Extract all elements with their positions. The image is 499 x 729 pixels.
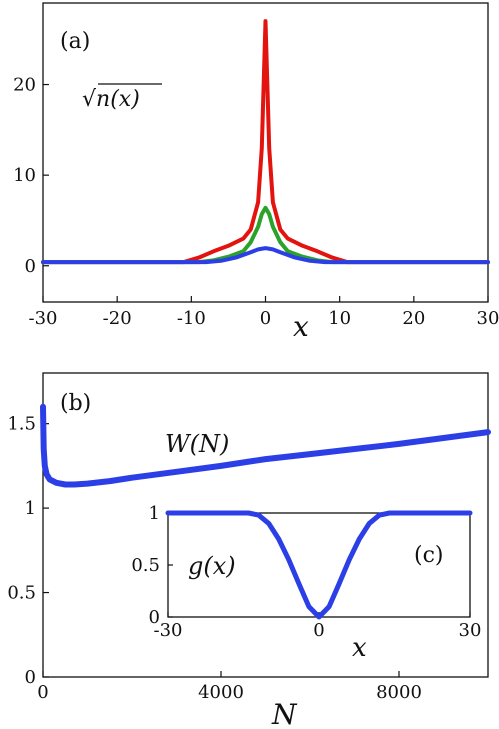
y-tick-label: 1.5 [7, 414, 36, 435]
series-line-1 [165, 510, 473, 620]
y-tick-label: 1 [149, 503, 160, 524]
panel-c-x-ticks: -30 0 30 [154, 612, 482, 641]
panel-a-annotation: √n(x) [82, 87, 140, 112]
x-tick-label: -20 [103, 308, 132, 329]
panel-b-annotation: W(N) [165, 430, 229, 458]
x-tick-label: 20 [402, 308, 425, 329]
panel-a-x-ticks: -30 -20 -10 0 10 20 30 [29, 296, 499, 329]
panel-a-y-ticks: 0 10 20 [13, 75, 49, 277]
panel-c-y-ticks: 00.51 [131, 503, 173, 628]
panel-b-y-ticks: 0 0.5 1 1.5 [7, 414, 49, 688]
x-tick-label: 0 [313, 620, 324, 641]
x-tick-label: 30 [477, 308, 499, 329]
panel-b-frame [42, 372, 489, 678]
panel-c-inset: -30 0 30 00.51 (c) g(x) x [131, 503, 481, 663]
panel-a-annotation-body: n(x) [96, 87, 140, 112]
y-tick-label: 0.5 [131, 555, 160, 576]
x-tick-label: 4000 [198, 682, 244, 703]
panel-b: 0 4000 8000 00.511.5 (b) W(N) N [7, 372, 491, 729]
x-tick-label: 8000 [376, 682, 422, 703]
x-tick-label: 10 [328, 308, 351, 329]
panel-b-x-axis-label: N [271, 698, 298, 729]
y-tick-label: 1 [25, 498, 36, 519]
panel-c-annotation: g(x) [188, 552, 236, 580]
panel-a-x-axis-label: x [293, 310, 309, 343]
x-tick-label: -30 [29, 308, 58, 329]
x-tick-label: 30 [459, 620, 482, 641]
panel-b-label: (b) [60, 391, 91, 416]
panel-c-label: (c) [414, 543, 444, 568]
x-tick-label: -30 [154, 620, 183, 641]
panel-a-series [41, 19, 490, 265]
panel-c-series [165, 510, 473, 620]
x-tick-label: 0 [260, 308, 271, 329]
panel-b-series [40, 403, 491, 488]
y-tick-label: 0 [149, 607, 160, 628]
panel-c-frame [167, 512, 471, 618]
series-line-2 [41, 205, 490, 265]
panel-a: -30 -20 -10 0 10 20 30 0 10 20 (a) √n(x) x [13, 2, 499, 343]
panel-a-label: (a) [60, 29, 90, 54]
series-line-1 [40, 403, 491, 488]
y-tick-label: 20 [13, 75, 36, 96]
series-line-1 [41, 19, 490, 265]
y-tick-label: 0 [25, 256, 36, 277]
x-tick-label: 0 [37, 682, 48, 703]
y-tick-label: 10 [13, 165, 36, 186]
y-tick-label: 0 [25, 667, 36, 688]
panel-c-x-axis-label: x [352, 633, 367, 663]
y-tick-label: 0.5 [7, 583, 36, 604]
sqrt-sign: √ [82, 87, 97, 112]
x-tick-label: -10 [177, 308, 206, 329]
series-line-3 [41, 246, 490, 265]
panel-b-x-ticks: 0 4000 8000 [37, 671, 422, 703]
